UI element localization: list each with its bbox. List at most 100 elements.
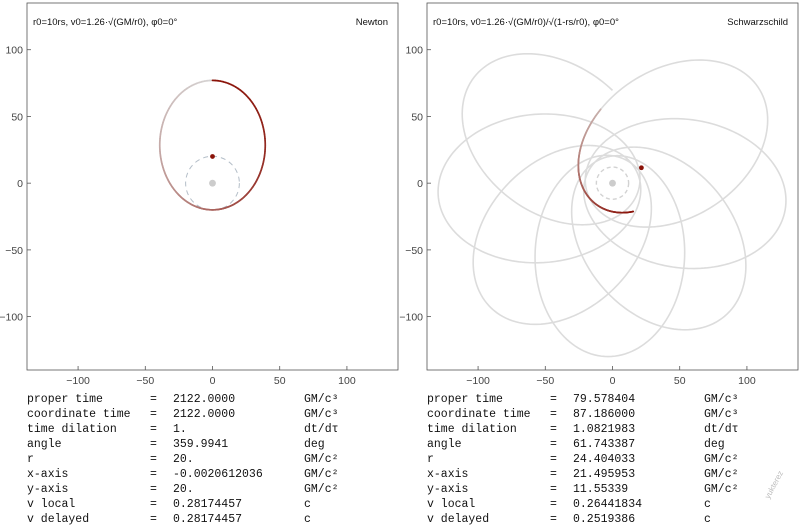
readout-row: proper time = 79.578404 GM/c³ bbox=[427, 392, 800, 407]
readout-value: 20. bbox=[173, 482, 194, 497]
readout-label: x-axis bbox=[27, 467, 68, 482]
readout-row: r = 24.404033 GM/c² bbox=[427, 452, 800, 467]
x-tick-label: −100 bbox=[66, 375, 90, 387]
readout-row: v local = 0.26441834 c bbox=[427, 497, 800, 512]
readout-unit: GM/c³ bbox=[704, 407, 739, 422]
y-tick-label: 100 bbox=[5, 45, 23, 57]
readout-label: proper time bbox=[427, 392, 503, 407]
readout-equals: = bbox=[550, 437, 557, 452]
test-particle bbox=[639, 165, 644, 170]
readout-label: coordinate time bbox=[27, 407, 131, 422]
readout-value: 20. bbox=[173, 452, 194, 467]
y-tick-label: 50 bbox=[411, 111, 423, 123]
readout-label: angle bbox=[427, 437, 462, 452]
readout-unit: deg bbox=[304, 437, 325, 452]
readout-unit: GM/c² bbox=[704, 452, 739, 467]
readout-row: angle = 359.9941 deg bbox=[27, 437, 407, 452]
readout-unit: GM/c² bbox=[704, 467, 739, 482]
readout-equals: = bbox=[550, 512, 557, 527]
readout-label: r bbox=[27, 452, 34, 467]
readout-unit: c bbox=[704, 497, 711, 512]
x-tick-label: 0 bbox=[210, 375, 216, 387]
readout-equals: = bbox=[150, 437, 157, 452]
readout-equals: = bbox=[150, 467, 157, 482]
readout-label: x-axis bbox=[427, 467, 468, 482]
readout-equals: = bbox=[150, 407, 157, 422]
readout-row: y-axis=20.GM/c² bbox=[27, 482, 407, 497]
readout-equals: = bbox=[150, 452, 157, 467]
readout-value: 1.0821983 bbox=[573, 422, 635, 437]
readout-row: coordinate time = 2122.0000 GM/c³ bbox=[27, 407, 407, 422]
readout-equals: = bbox=[550, 497, 557, 512]
x-tick-label: 50 bbox=[674, 375, 686, 387]
readout-value: 359.9941 bbox=[173, 437, 228, 452]
readout-unit: GM/c³ bbox=[704, 392, 739, 407]
x-tick-label: 100 bbox=[738, 375, 756, 387]
readout-label: proper time bbox=[27, 392, 103, 407]
central-mass bbox=[609, 180, 616, 187]
readout-value: 0.28174457 bbox=[173, 497, 242, 512]
readout-label: time dilation bbox=[27, 422, 117, 437]
readout-unit: GM/c² bbox=[304, 467, 339, 482]
readout-label: y-axis bbox=[27, 482, 68, 497]
readout-unit: GM/c³ bbox=[304, 407, 339, 422]
readout-label: v delayed bbox=[27, 512, 89, 527]
readout-unit: c bbox=[304, 497, 311, 512]
readout-row: time dilation=1.dt/dτ bbox=[27, 422, 407, 437]
x-tick-label: −50 bbox=[536, 375, 554, 387]
readout-label: v local bbox=[427, 497, 475, 512]
y-tick-label: −50 bbox=[5, 245, 23, 257]
readout-value: 2122.0000 bbox=[173, 407, 235, 422]
chart-title: Schwarzschild bbox=[727, 17, 788, 28]
readout-value: 79.578404 bbox=[573, 392, 635, 407]
readout-value: 24.404033 bbox=[573, 452, 635, 467]
readout-equals: = bbox=[550, 452, 557, 467]
chart-subtitle: r0=10rs, v0=1.26·√(GM/r0), φ0=0° bbox=[33, 17, 177, 28]
x-tick-label: −100 bbox=[466, 375, 490, 387]
readout-equals: = bbox=[550, 422, 557, 437]
readout-equals: = bbox=[550, 392, 557, 407]
y-tick-label: −100 bbox=[399, 312, 423, 324]
chart-subtitle: r0=10rs, v0=1.26·√(GM/r0)/√(1-rs/r0), φ0… bbox=[433, 17, 619, 28]
readout-equals: = bbox=[150, 392, 157, 407]
readout-value: 21.495953 bbox=[573, 467, 635, 482]
readout-value: 0.26441834 bbox=[573, 497, 642, 512]
orbit-history bbox=[438, 54, 786, 357]
readout-unit: deg bbox=[704, 437, 725, 452]
readout-row: r = 20. GM/c² bbox=[27, 452, 407, 467]
readout-value: 11.55339 bbox=[573, 482, 628, 497]
y-tick-label: 0 bbox=[17, 178, 23, 190]
readout-equals: = bbox=[550, 467, 557, 482]
x-tick-label: 0 bbox=[610, 375, 616, 387]
readout-label: r bbox=[427, 452, 434, 467]
central-mass bbox=[209, 180, 216, 187]
readout-unit: dt/dτ bbox=[304, 422, 339, 437]
readout-unit: c bbox=[704, 512, 711, 527]
readout-value: 87.186000 bbox=[573, 407, 635, 422]
readout-unit: dt/dτ bbox=[704, 422, 739, 437]
x-tick-label: −50 bbox=[136, 375, 154, 387]
readout-value: 2122.0000 bbox=[173, 392, 235, 407]
readout-equals: = bbox=[150, 422, 157, 437]
x-tick-label: 100 bbox=[338, 375, 356, 387]
readout-equals: = bbox=[150, 482, 157, 497]
test-particle bbox=[210, 154, 215, 159]
y-tick-label: 100 bbox=[405, 45, 423, 57]
readout-label: angle bbox=[27, 437, 62, 452]
readout-unit: GM/c² bbox=[304, 452, 339, 467]
readout-label: v local bbox=[27, 497, 75, 512]
readout-value: 0.28174457 bbox=[173, 512, 242, 527]
